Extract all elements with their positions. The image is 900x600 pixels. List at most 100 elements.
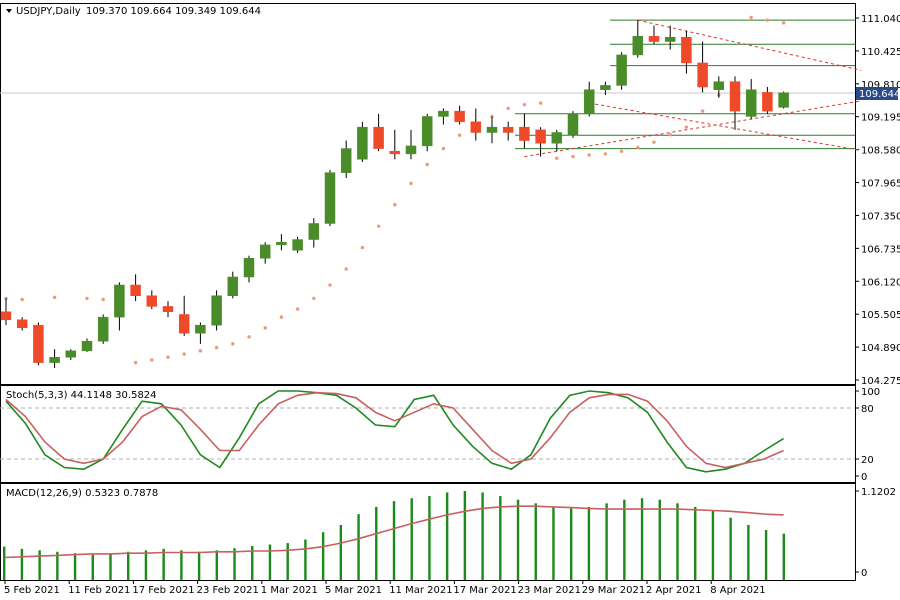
macd-histogram-bar <box>569 508 573 580</box>
bull-candle <box>114 284 125 318</box>
sar-dot <box>344 267 348 271</box>
macd-histogram-bar <box>499 496 502 580</box>
macd-histogram-bar <box>605 503 608 580</box>
sar-dot <box>52 295 57 300</box>
current-price-label: 109.644 <box>859 89 900 100</box>
macd-histogram-bar <box>215 550 219 580</box>
bear-candle <box>373 126 384 149</box>
macd-histogram-bar <box>445 492 449 580</box>
bear-candle <box>729 81 741 112</box>
bear-candle <box>762 92 773 112</box>
macd-histogram-bar <box>587 506 591 580</box>
bull-candle <box>600 85 611 90</box>
sar-dot <box>133 360 138 365</box>
bull-candle <box>308 223 320 240</box>
macd-histogram-bar <box>180 550 183 580</box>
sar-dot <box>700 109 705 113</box>
sar-dot <box>150 358 154 362</box>
bear-candle <box>681 37 692 64</box>
bull-candle <box>632 35 644 56</box>
sar-dot <box>360 245 365 250</box>
bear-candle <box>33 324 44 363</box>
sar-dot <box>198 349 203 353</box>
macd-histogram-bar <box>782 533 785 580</box>
macd-histogram-bar <box>3 546 6 580</box>
macd-histogram-bar <box>91 554 94 580</box>
price-tick-label: 109.195 <box>861 113 900 124</box>
time-tick-label: 5 Feb 2021 <box>4 585 60 596</box>
trend-line[interactable] <box>589 102 862 151</box>
bull-candle <box>357 126 368 160</box>
macd-histogram-bar <box>729 517 732 580</box>
sar-dot <box>781 21 786 25</box>
bull-candle <box>713 81 725 90</box>
symbol-label: USDJPY,Daily <box>16 6 81 17</box>
bear-candle <box>130 284 141 296</box>
sar-dot <box>231 342 235 346</box>
price-tick-label: 109.810 <box>861 80 900 91</box>
sar-dot <box>668 132 672 137</box>
macd-histogram-bar <box>747 524 750 580</box>
macd-histogram-bar <box>711 510 715 580</box>
time-tick-label: 1 Mar 2021 <box>261 585 318 596</box>
trend-line[interactable] <box>524 100 862 158</box>
bear-candle <box>470 121 482 133</box>
macd-tick-label: 0 <box>861 568 867 579</box>
price-tick-label: 105.505 <box>861 310 900 321</box>
time-tick-label: 8 Apr 2021 <box>710 585 765 596</box>
sar-dot <box>506 106 510 111</box>
macd-histogram-bar <box>20 548 24 580</box>
time-tick-label: 11 Feb 2021 <box>68 585 130 596</box>
sar-dot <box>571 154 575 159</box>
bull-candle <box>49 357 60 363</box>
bull-candle <box>486 126 498 133</box>
trend-line[interactable] <box>637 19 862 71</box>
dropdown-triangle-icon[interactable] <box>6 9 12 13</box>
sar-dot <box>4 296 8 301</box>
stoch-title: Stoch(5,3,3) 44.1148 30.5824 <box>6 390 157 401</box>
sar-dot <box>295 307 300 311</box>
bull-candle <box>97 316 109 342</box>
bear-candle <box>178 314 190 334</box>
bear-candle <box>502 126 514 133</box>
bear-candle <box>648 35 660 42</box>
price-tick-label: 106.120 <box>861 277 900 288</box>
bear-candle <box>454 110 465 123</box>
macd-histogram-bar <box>392 501 396 580</box>
macd-histogram-bar <box>144 550 148 580</box>
macd-histogram-bar <box>286 543 289 580</box>
sar-dot <box>20 297 24 302</box>
bull-candle <box>227 276 239 296</box>
bull-candle <box>745 89 757 117</box>
price-tick-label: 106.735 <box>861 244 900 255</box>
bull-candle <box>81 340 93 352</box>
macd-histogram-bar <box>73 553 77 580</box>
bull-candle <box>243 258 255 278</box>
macd-title: MACD(12,26,9) 0.5323 0.7878 <box>6 488 158 499</box>
bull-candle <box>616 54 627 86</box>
macd-histogram-bar <box>109 553 112 580</box>
macd-histogram-bar <box>233 548 236 580</box>
trend-lines[interactable] <box>524 19 862 158</box>
sar-dot <box>182 352 186 356</box>
stoch-tick-label: 20 <box>861 455 874 466</box>
sar-dot <box>328 283 332 287</box>
macd-histogram-bar <box>56 551 59 580</box>
macd-histogram-bar <box>410 498 413 580</box>
sar-dot <box>101 297 105 302</box>
bear-candle <box>389 150 401 155</box>
macd-histogram-bar <box>38 550 41 580</box>
time-tick-label: 17 Feb 2021 <box>132 585 194 596</box>
macd-histogram-bar <box>339 524 343 580</box>
macd-histogram-bar <box>162 548 165 580</box>
bull-candle <box>405 145 417 155</box>
bull-candle <box>65 350 77 358</box>
macd-histogram-bar <box>676 503 679 580</box>
stoch-main-line <box>5 390 785 473</box>
macd-histogram-bar <box>268 544 272 580</box>
sar-dot <box>603 152 608 156</box>
price-tick-label: 110.425 <box>861 47 900 58</box>
bull-candle <box>324 172 336 224</box>
sar-dot <box>555 156 559 160</box>
